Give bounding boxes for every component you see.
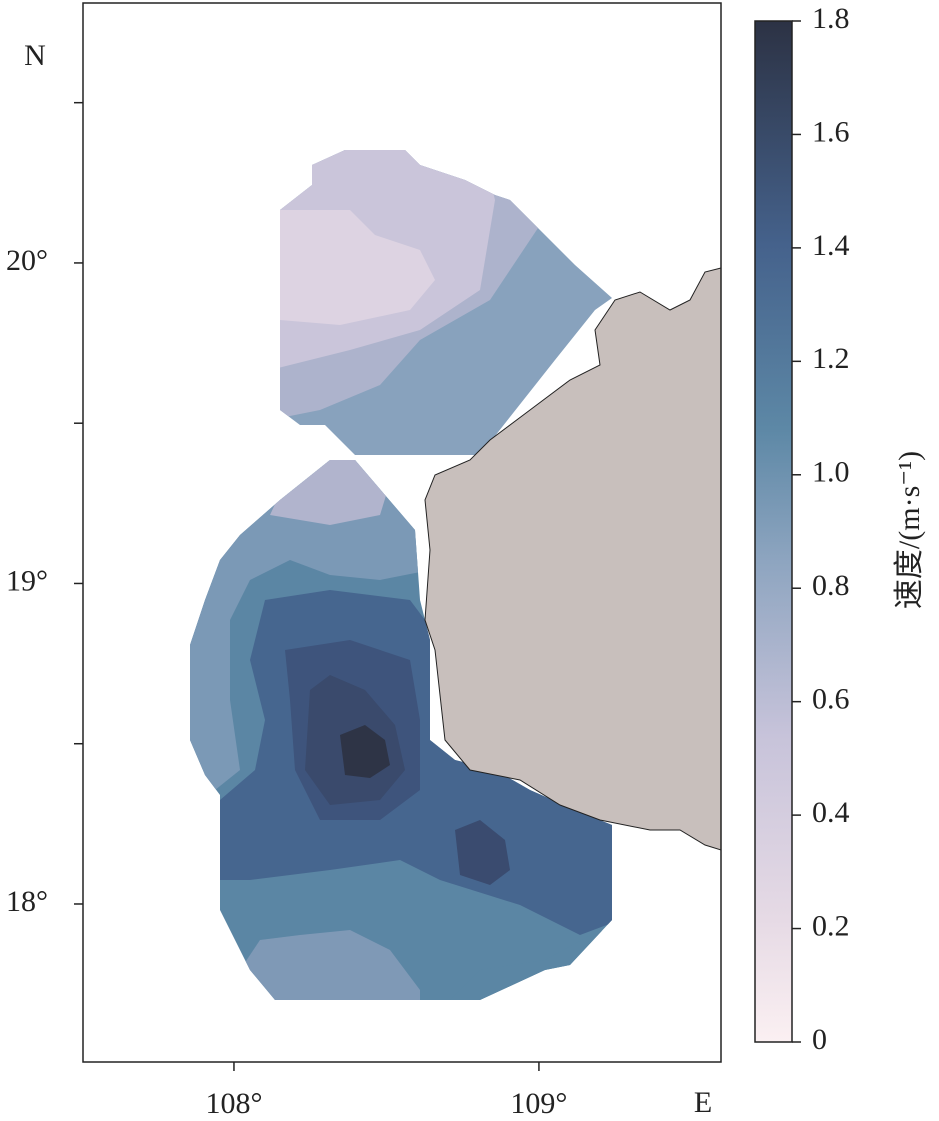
y-axis-label: N bbox=[24, 39, 46, 72]
y-tick-label: 18° bbox=[6, 885, 48, 918]
colorbar-tick-label: 0 bbox=[812, 1023, 827, 1056]
x-axis-label: E bbox=[694, 1086, 712, 1119]
y-tick-label: 20° bbox=[6, 244, 48, 277]
colorbar-tick-label: 0.2 bbox=[812, 909, 850, 942]
x-tick-label: 108° bbox=[205, 1087, 262, 1120]
colorbar-label: 速度/(m·s⁻¹) bbox=[893, 451, 926, 609]
colorbar-tick-label: 1.6 bbox=[812, 115, 850, 148]
colorbar-tick-label: 1.8 bbox=[812, 2, 850, 35]
land bbox=[424, 267, 722, 851]
colorbar bbox=[754, 20, 793, 1043]
x-tick-label: 109° bbox=[510, 1087, 567, 1120]
colorbar-tick-label: 0.6 bbox=[812, 683, 850, 716]
map-frame bbox=[82, 2, 722, 1063]
colorbar-tick-label: 0.4 bbox=[812, 796, 850, 829]
y-tick-label: 19° bbox=[6, 564, 48, 597]
colorbar-tick-label: 1.0 bbox=[812, 456, 850, 489]
colorbar-tick-label: 1.2 bbox=[812, 342, 850, 375]
colorbar-tick-label: 0.8 bbox=[812, 569, 850, 602]
colorbar-tick-label: 1.4 bbox=[812, 229, 850, 262]
